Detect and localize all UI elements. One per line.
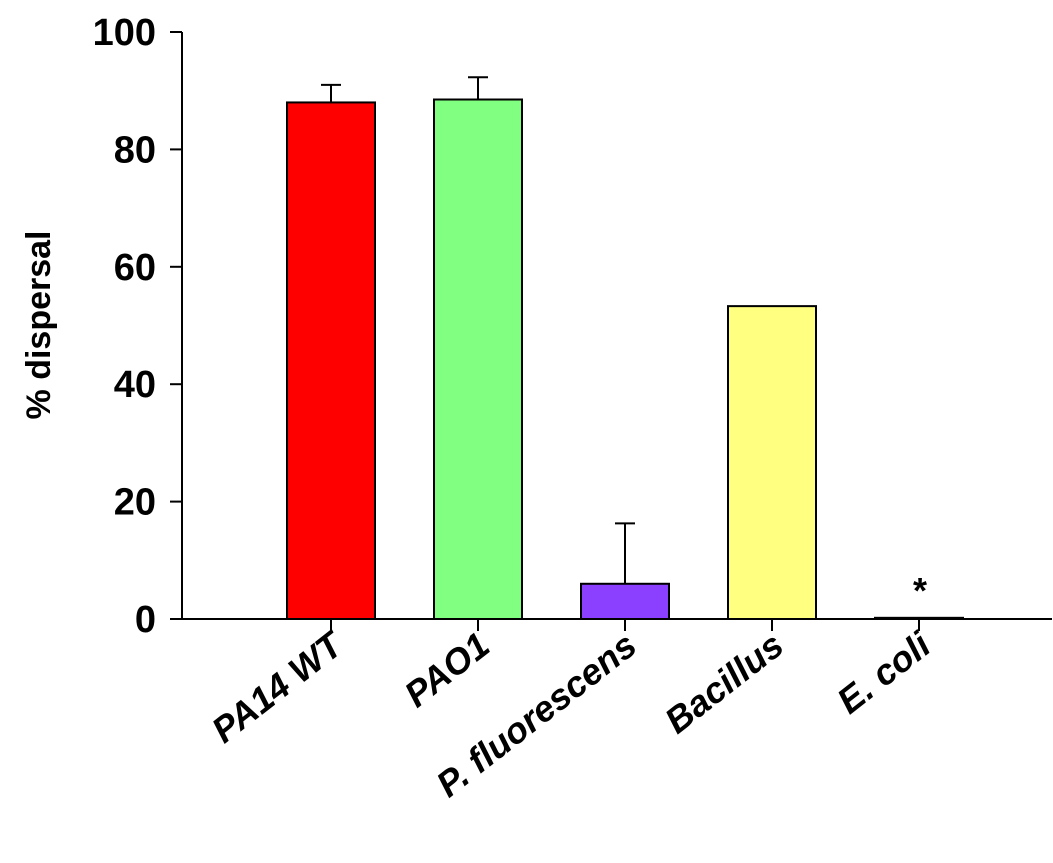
y-tick-label: 0 bbox=[135, 599, 156, 641]
x-tick-label: PA14 WT bbox=[204, 622, 352, 751]
x-tick-label: Bacillus bbox=[657, 624, 791, 741]
error-bars-group bbox=[321, 76, 635, 584]
bars-group bbox=[286, 98, 964, 621]
y-ticks-group: 0 20 40 60 80 100 bbox=[93, 12, 182, 641]
x-tick-label: PAO1 bbox=[397, 624, 497, 715]
y-tick-label: 80 bbox=[114, 129, 156, 171]
y-tick-label: 20 bbox=[114, 482, 156, 524]
y-tick-label: 60 bbox=[114, 247, 156, 289]
y-axis-title: % dispersal bbox=[20, 231, 58, 420]
y-axis-title-group: % dispersal bbox=[20, 231, 58, 420]
bar bbox=[727, 305, 817, 620]
bar bbox=[433, 98, 523, 620]
y-tick-label: 40 bbox=[114, 364, 156, 406]
annotations-group: * bbox=[913, 570, 927, 611]
y-tick-label: 100 bbox=[93, 12, 156, 54]
bar bbox=[286, 101, 376, 620]
significance-annotation: * bbox=[913, 570, 927, 611]
x-tick-label: E. coli bbox=[829, 623, 939, 721]
axes-group bbox=[181, 32, 1052, 620]
bar bbox=[580, 582, 670, 621]
